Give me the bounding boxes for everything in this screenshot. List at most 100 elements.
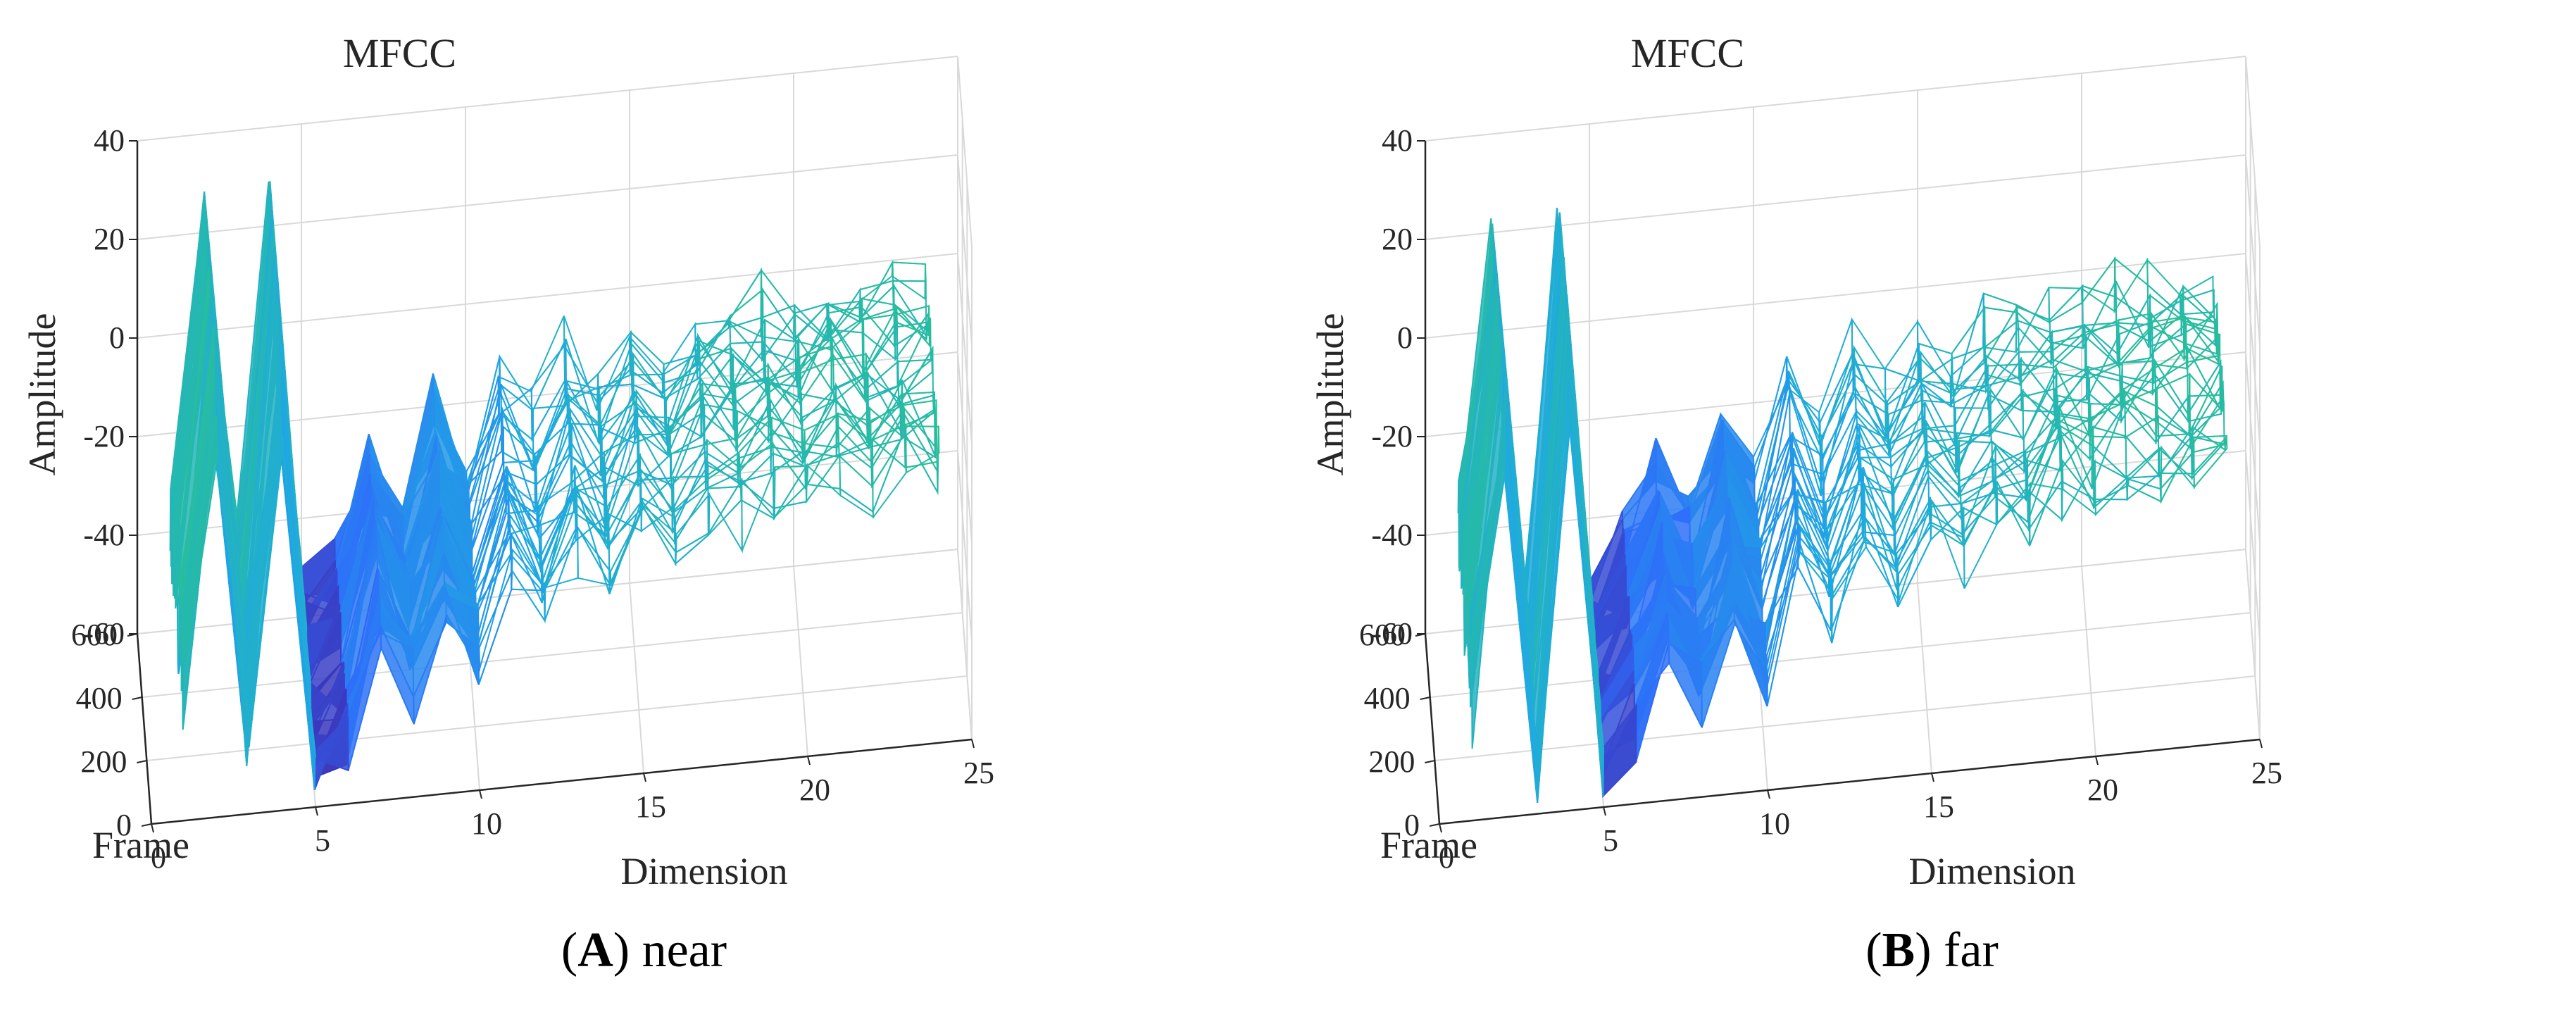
y-axis-label: Frame [92, 824, 189, 866]
surface-patch [2160, 437, 2195, 502]
surface [169, 181, 940, 790]
x-tick-label: 25 [2251, 756, 2282, 790]
caption-letter: B [1882, 923, 1915, 977]
caption-text: near [642, 923, 727, 977]
surface-patch [2157, 415, 2193, 477]
x-tick-label: 25 [963, 756, 994, 790]
surface-patch [892, 261, 927, 282]
surface-patch [2125, 446, 2161, 479]
surface-patch [2122, 387, 2158, 444]
axis-lines [136, 141, 973, 825]
z-tick-label: -20 [1371, 419, 1413, 454]
surface-patch [832, 351, 867, 404]
x-tick [1439, 823, 1442, 833]
y-tick [141, 823, 152, 827]
chart-title: MFCC [1631, 30, 1744, 76]
x-tick [1767, 789, 1770, 799]
surface-patch [2116, 292, 2151, 365]
x-tick-label: 10 [1759, 806, 1790, 841]
surface-patch [474, 469, 509, 595]
surface-patch [761, 287, 796, 362]
surface-patch [2017, 325, 2053, 366]
caption-text: far [1944, 923, 1999, 977]
y-axis-line [1424, 633, 1441, 825]
surface-patch [806, 453, 842, 490]
mfcc-surface-chart-b: 0 5 10 15 20 25 0 200 400 600-60 -40 -20 0 20 40 MFCC Di… [1309, 30, 2282, 892]
x-tick [2095, 756, 2099, 766]
y-tick-label: 0 [1404, 808, 1420, 842]
x-tick [151, 823, 154, 833]
surface-patch [1991, 441, 2026, 468]
tick-labels: 0 5 10 15 20 25 0 200 400 600-60 -40 -20 0 20 40 [71, 123, 994, 875]
y-tick [137, 760, 147, 763]
surface-patch [708, 477, 743, 554]
y-tick-label: 200 [1368, 744, 1415, 779]
tick-labels: 0 5 10 15 20 25 0 200 400 600-60 -40 -20 0 20 40 [1359, 123, 2282, 875]
x-tick-label: 0 [1439, 840, 1454, 875]
axis-lines [1424, 141, 2261, 825]
surface-patch [728, 288, 764, 362]
surface-patch [1856, 409, 1891, 446]
x-axis-line [1439, 738, 2261, 825]
y-axis-label: Frame [1380, 824, 1477, 866]
mfcc-surface-chart-a: 0 5 10 15 20 25 0 200 400 600-60 -40 -20 0 20 40 MFCC Di… [21, 30, 994, 892]
surface-patch [2092, 444, 2128, 510]
surface-patch [1470, 392, 1506, 749]
y-tick-label: 600 [1359, 618, 1406, 652]
surface-patch [2127, 445, 2163, 503]
z-tick-label: -40 [83, 518, 125, 552]
surface-patch [182, 421, 218, 670]
surface-patch [2180, 289, 2215, 316]
surface-patch [1951, 305, 1986, 360]
x-tick-label: 5 [1603, 823, 1618, 858]
surface-patch [861, 298, 896, 348]
z-tick-label: -60 [1371, 616, 1413, 651]
z-axis-label: Amplitude [1309, 313, 1351, 476]
z-tick-label: -20 [83, 419, 125, 454]
z-tick-label: 20 [94, 222, 125, 256]
panel-caption-a: (A) near [561, 923, 727, 977]
surface-patch [2080, 256, 2116, 313]
x-tick [1931, 773, 1934, 782]
z-tick-label: -40 [1371, 518, 1413, 552]
x-tick [971, 739, 975, 749]
surface-patch [739, 451, 775, 511]
x-axis-label: Dimension [621, 850, 788, 892]
surface-patch [1930, 506, 1965, 547]
x-tick-label: 20 [799, 773, 830, 807]
surface-patch [763, 318, 799, 383]
x-tick [315, 806, 318, 816]
y-tick [1429, 823, 1440, 827]
x-tick-label: 0 [151, 840, 166, 875]
surface-patch [1958, 465, 1994, 497]
x-axis-label: Dimension [1909, 850, 2076, 892]
x-tick [2259, 739, 2263, 749]
y-tick [132, 696, 142, 700]
surface-patch [630, 330, 665, 376]
surface-patch [2117, 313, 2153, 365]
y-axis-line [136, 633, 153, 825]
surface-patch [2156, 405, 2192, 449]
y-tick [1425, 760, 1435, 763]
y-tick-label: 400 [76, 681, 123, 716]
surface-patch [2048, 287, 2083, 324]
x-tick [807, 756, 811, 766]
x-tick [1603, 806, 1606, 816]
surface-patch [2192, 425, 2227, 476]
surface-patch [839, 487, 875, 519]
surface-patch [2081, 256, 2116, 306]
y-tick-label: 600 [71, 618, 118, 652]
surface [1457, 208, 2228, 803]
surface-patch [837, 441, 873, 488]
z-tick-label: 0 [109, 320, 125, 355]
surface-patch [2154, 358, 2189, 424]
x-tick [479, 789, 482, 799]
surface-patch [2093, 476, 2128, 510]
surface-patch [1884, 319, 1919, 382]
surface-patch [2094, 478, 2130, 516]
surface-patch [1982, 292, 2018, 366]
surface-patch [2182, 284, 2217, 330]
x-tick-label: 15 [635, 789, 666, 824]
y-tick [1420, 696, 1430, 700]
surface-patch [1818, 319, 1853, 446]
